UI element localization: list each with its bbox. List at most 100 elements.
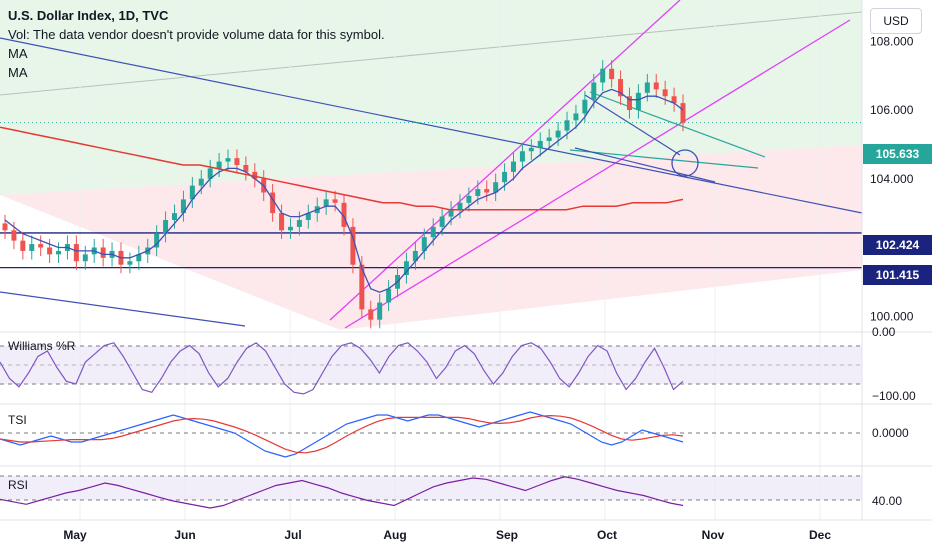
channel-lower — [344, 19, 851, 329]
wedge-bottom — [569, 149, 759, 169]
price-tick-label: 100.000 — [870, 309, 914, 323]
williams-label[interactable]: Williams %R — [8, 339, 76, 353]
candle-body — [573, 113, 579, 121]
candle-body — [154, 233, 160, 248]
month-label: Nov — [702, 528, 725, 542]
candle-body — [662, 89, 668, 97]
tsi-signal-line — [0, 414, 684, 454]
candle-body — [546, 137, 552, 141]
chart-title[interactable]: U.S. Dollar Index, 1D, TVC — [8, 8, 169, 23]
price-tick-label: 104.000 — [870, 172, 914, 186]
candle-body — [11, 230, 17, 241]
candle-body — [457, 202, 463, 210]
month-label: Oct — [597, 528, 617, 542]
candle-body — [403, 261, 409, 275]
candle-body — [305, 213, 311, 220]
candle-body — [609, 68, 615, 80]
price-tick-label: 106.000 — [870, 103, 914, 117]
candle-body — [386, 288, 392, 303]
channel-upper — [329, 0, 681, 321]
candle-body — [466, 195, 472, 203]
pane-tick-label: −100.00 — [872, 389, 916, 403]
long-downtrend — [0, 37, 863, 214]
candle-body — [100, 247, 106, 258]
background-zones — [0, 0, 863, 330]
last-price-tag: 105.633 — [863, 144, 932, 164]
level-tag-upper: 102.424 — [863, 235, 932, 255]
pane-tick-label: 0.0000 — [872, 426, 909, 440]
candle-body — [279, 213, 285, 231]
candle-body — [323, 199, 329, 207]
candle-body — [591, 82, 597, 100]
ma-indicator-1[interactable]: MA — [8, 46, 28, 61]
candle-body — [82, 254, 88, 262]
candle-body — [412, 250, 418, 262]
candle-body — [377, 302, 383, 320]
candle-body — [296, 220, 302, 227]
candle-body — [38, 244, 44, 248]
candle-body — [163, 220, 169, 234]
candle-body — [29, 244, 35, 251]
candle-body — [644, 82, 650, 93]
candle-body — [484, 189, 490, 193]
month-label: Sep — [496, 528, 518, 542]
candle-body — [20, 240, 26, 251]
candle-body — [653, 82, 659, 90]
price-axis: 108.000106.000104.000102.000100.0000.00−… — [861, 0, 916, 520]
candle-body — [502, 171, 508, 183]
white-zone — [0, 195, 340, 330]
candle-body — [493, 182, 499, 193]
candle-body — [671, 96, 677, 104]
candle-body — [189, 185, 195, 200]
pane-tick-label: 0.00 — [872, 325, 896, 339]
green-zone — [0, 0, 862, 195]
rsi-label[interactable]: RSI — [8, 478, 29, 492]
candle-body — [225, 158, 231, 162]
candle-body — [555, 130, 561, 138]
grey-trendline — [0, 11, 863, 96]
rsi-line — [0, 476, 684, 509]
wedge-top — [589, 91, 766, 158]
currency-button[interactable]: USD — [870, 8, 922, 34]
highlight-circle — [671, 149, 699, 177]
indicator-lines — [0, 88, 684, 293]
candle-body — [127, 261, 133, 265]
candle-body — [537, 140, 543, 148]
candle-body — [511, 161, 516, 172]
candle-body — [56, 250, 62, 255]
tsi-line — [0, 411, 684, 458]
candle-body — [439, 216, 445, 227]
candle-body — [136, 254, 142, 262]
candle-body — [350, 226, 356, 265]
candle-body — [47, 247, 53, 255]
candle-body — [172, 213, 177, 220]
candle-body — [2, 223, 8, 231]
candle-body — [234, 158, 240, 165]
candle-body — [216, 161, 222, 169]
candle-body — [564, 120, 570, 131]
month-label: Jun — [174, 528, 195, 542]
level-tag-lower: 101.415 — [863, 265, 932, 285]
indicator-panes — [0, 331, 932, 521]
candle-body — [252, 171, 258, 179]
lower-trend — [0, 291, 246, 327]
candle-body — [448, 209, 454, 217]
price-tick-label: 108.000 — [870, 34, 914, 48]
candle-body — [341, 202, 347, 227]
ma-short-line — [4, 88, 684, 293]
candle-body — [180, 199, 186, 214]
candle-body — [73, 244, 79, 262]
candlestick-series — [2, 60, 686, 329]
ma-indicator-2[interactable]: MA — [8, 65, 28, 80]
candle-body — [332, 199, 338, 203]
wedge-lower-blue — [574, 147, 716, 183]
williams-line — [0, 342, 684, 395]
tsi-label[interactable]: TSI — [8, 413, 27, 427]
candle-body — [600, 68, 606, 83]
month-label: May — [63, 528, 87, 542]
candle-body — [475, 189, 481, 196]
candle-body — [618, 79, 624, 97]
candle-body — [519, 151, 525, 162]
month-label: Jul — [284, 528, 301, 542]
